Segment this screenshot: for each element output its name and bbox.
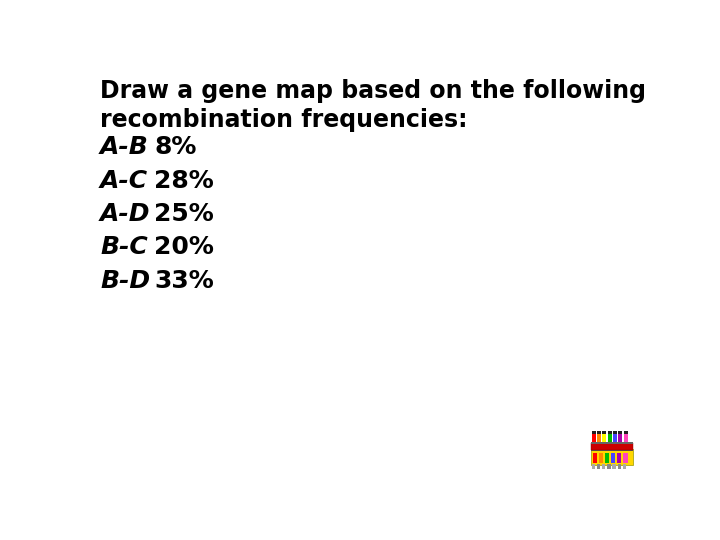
Bar [623, 464, 626, 469]
Bar [602, 433, 606, 442]
Bar [597, 433, 601, 442]
Bar [618, 464, 621, 469]
Bar [618, 431, 622, 434]
Bar [617, 453, 621, 463]
Bar [602, 464, 606, 469]
Text: A-C: A-C [100, 168, 148, 193]
Bar [597, 431, 601, 434]
Bar [591, 449, 633, 465]
Text: Draw a gene map based on the following: Draw a gene map based on the following [100, 79, 646, 103]
Bar [599, 453, 603, 463]
Text: 20%: 20% [154, 235, 214, 259]
Bar [605, 453, 609, 463]
Bar [623, 453, 628, 463]
Text: B-C: B-C [100, 235, 148, 259]
Bar [613, 464, 616, 469]
Bar [602, 431, 606, 434]
Text: 25%: 25% [154, 202, 214, 226]
Text: recombination frequencies:: recombination frequencies: [100, 109, 467, 132]
Text: B-D: B-D [100, 268, 150, 293]
Bar [591, 450, 633, 451]
Bar [613, 431, 617, 434]
Bar [607, 464, 611, 469]
Bar [613, 433, 617, 442]
Bar [624, 433, 628, 442]
Bar [592, 433, 595, 442]
Bar [608, 433, 612, 442]
Bar [611, 453, 616, 463]
Text: A-B: A-B [100, 136, 149, 159]
Text: 8%: 8% [154, 136, 197, 159]
Text: 33%: 33% [154, 268, 214, 293]
Bar [597, 464, 600, 469]
Text: 28%: 28% [154, 168, 214, 193]
Bar [624, 431, 628, 434]
Bar [608, 431, 612, 434]
Bar [592, 431, 595, 434]
Bar [592, 464, 595, 469]
Bar [593, 453, 598, 463]
Bar [618, 433, 622, 442]
Text: A-D: A-D [100, 202, 150, 226]
Bar [591, 442, 633, 444]
Bar [591, 443, 633, 450]
